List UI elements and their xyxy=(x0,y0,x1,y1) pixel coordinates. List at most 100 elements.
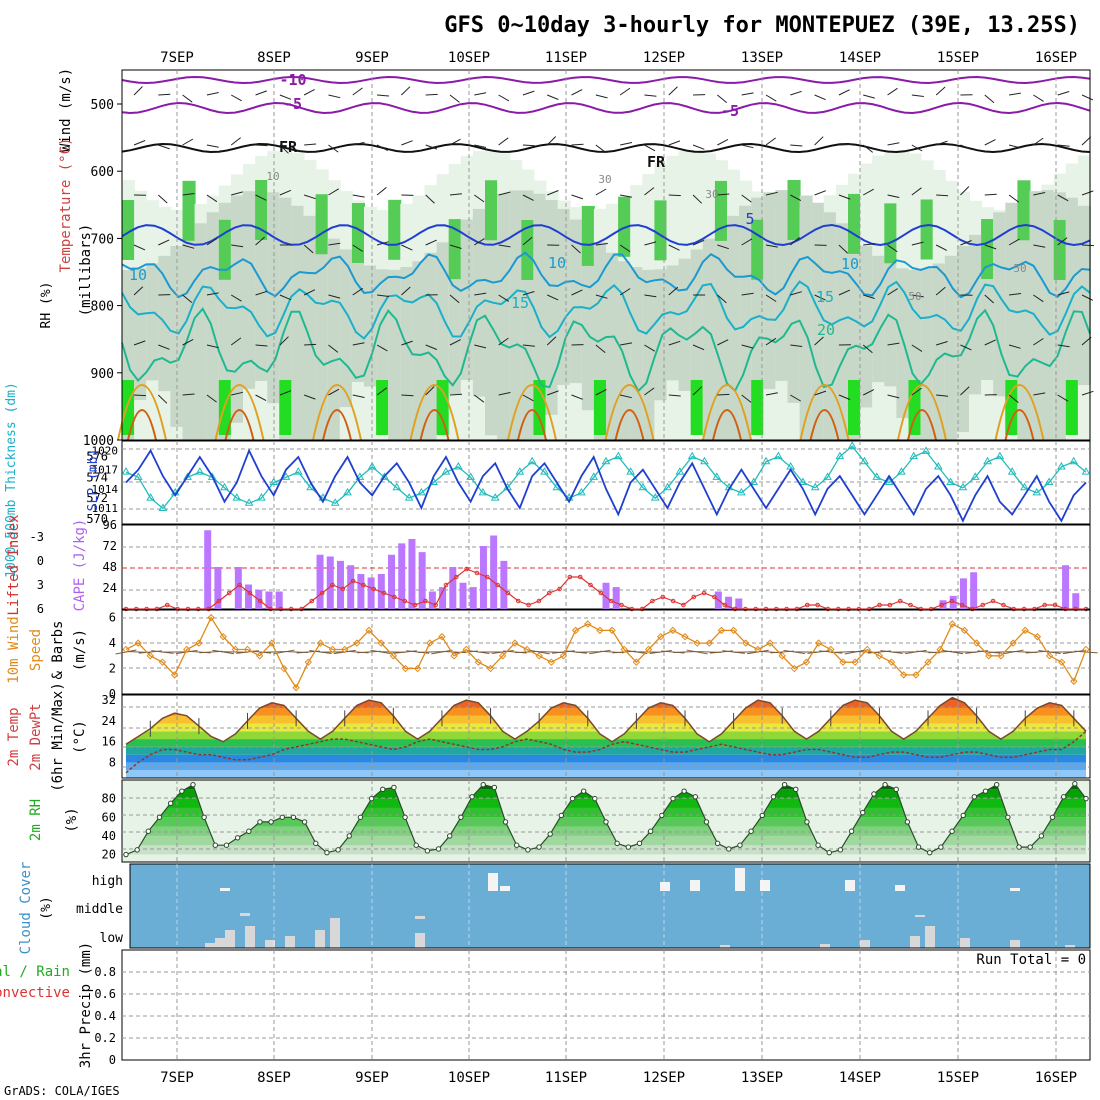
rh-point xyxy=(636,840,643,847)
wind-barb xyxy=(863,94,875,99)
lifted-index-point xyxy=(722,602,728,608)
thickness-point xyxy=(638,482,648,491)
wind-speed-point xyxy=(997,652,1005,660)
wind-barb xyxy=(936,194,949,197)
wind-barb xyxy=(644,294,657,298)
wind-speed-point xyxy=(1033,633,1042,641)
rh-shade-50 xyxy=(1029,191,1043,440)
wind-barb xyxy=(1033,137,1044,146)
wind-speed-point xyxy=(839,658,847,666)
rh-point xyxy=(491,784,498,791)
isotherm-line xyxy=(121,75,1091,85)
temperature-tick-label: 16 xyxy=(102,735,116,749)
cloud-axis-label: Cloud Cover xyxy=(18,862,34,955)
wind-barb xyxy=(619,288,631,296)
wind-barb xyxy=(352,287,363,296)
lifted-index-point xyxy=(887,602,893,608)
thickness-point xyxy=(798,477,808,485)
wind-barb xyxy=(498,94,510,102)
lifted-index-point xyxy=(1001,602,1006,608)
thickness-point xyxy=(613,451,623,460)
wind-barb xyxy=(692,239,705,246)
low-cloud-bar xyxy=(225,930,235,948)
lifted-index-point xyxy=(691,594,697,600)
lifted-index-point xyxy=(897,598,903,604)
wind-barb xyxy=(182,294,193,303)
wind-barb xyxy=(790,144,803,147)
rh-shade-90 xyxy=(593,380,607,435)
rh-shade-50 xyxy=(279,197,293,440)
rh-point xyxy=(480,781,486,788)
rh-shade-50 xyxy=(206,212,220,440)
wind-speed-point xyxy=(231,645,240,654)
wind-barb xyxy=(620,142,633,146)
wind-barb xyxy=(838,143,851,146)
wind-barb xyxy=(498,392,511,396)
wind-speed-point xyxy=(802,658,811,666)
rh-point xyxy=(469,794,475,800)
rh-point xyxy=(1016,844,1022,850)
rh-shade-50 xyxy=(835,223,849,440)
contour-label: 20 xyxy=(817,321,835,339)
thickness-point xyxy=(650,493,660,501)
wind-speed-point xyxy=(486,664,495,673)
li-tick-label: -3 xyxy=(30,530,44,544)
surface-wind-barb xyxy=(977,650,1001,654)
lifted-index-point xyxy=(443,582,449,588)
wind-barb xyxy=(1057,237,1068,246)
lifted-index-point xyxy=(237,582,242,588)
wind-barb xyxy=(741,92,754,96)
rh-shade-50 xyxy=(799,195,813,440)
wind-barb xyxy=(863,389,875,396)
cape-bar xyxy=(234,567,242,609)
wind-speed-point xyxy=(316,639,325,647)
rh-shade-70 xyxy=(485,180,499,241)
wind-barb xyxy=(741,144,754,149)
cape-bar xyxy=(214,567,222,609)
warm-isotherm xyxy=(507,384,557,441)
wind-barb xyxy=(814,294,826,301)
warm-isotherm xyxy=(312,384,362,441)
lifted-index-point xyxy=(608,598,614,604)
thickness-point xyxy=(983,456,992,465)
wind-barb xyxy=(182,94,193,103)
wind-barb xyxy=(352,244,364,252)
thickness-point xyxy=(146,493,155,501)
lifted-index-point xyxy=(288,606,294,612)
surface-wind-barb xyxy=(649,650,672,654)
wind-speed-point xyxy=(960,626,969,635)
wind-barb xyxy=(668,86,678,96)
cape-bar xyxy=(959,578,967,609)
wind-barb xyxy=(1057,344,1070,348)
surface-wind-barb xyxy=(491,649,514,655)
lifted-index-point xyxy=(340,586,346,592)
cloud-row-label: high xyxy=(92,874,123,889)
rh-shade-70 xyxy=(654,200,668,261)
high-cloud-bar xyxy=(488,873,498,891)
contour-label: FR xyxy=(279,138,298,156)
wind-speed-point xyxy=(438,633,446,641)
wind-axis-label-c: & Barbs xyxy=(50,620,66,679)
mid-cloud-bar xyxy=(415,916,425,919)
thickness-tick-label: 570 xyxy=(86,512,108,526)
rh-shade-90 xyxy=(690,380,704,435)
temperature-band xyxy=(126,697,1086,701)
wind-barb xyxy=(158,239,170,246)
rh-point xyxy=(279,814,285,820)
rh-point xyxy=(1027,844,1033,850)
wind-speed-point xyxy=(1045,652,1054,660)
thickness-point xyxy=(958,482,968,491)
wind-barb xyxy=(449,393,463,396)
wind-barb xyxy=(911,294,924,298)
date-label-bottom: 14SEP xyxy=(839,1070,881,1086)
wind-speed-point xyxy=(729,626,738,635)
low-cloud-bar xyxy=(910,936,920,948)
cape-bar xyxy=(735,598,743,609)
surface-wind-barb xyxy=(807,650,830,654)
y-tick-label: 500 xyxy=(91,98,114,113)
rh-point xyxy=(759,812,765,819)
wind-speed-point xyxy=(681,633,689,641)
wind-barb xyxy=(1033,392,1046,396)
thickness-point xyxy=(577,487,586,496)
lifted-index-point xyxy=(484,574,490,580)
